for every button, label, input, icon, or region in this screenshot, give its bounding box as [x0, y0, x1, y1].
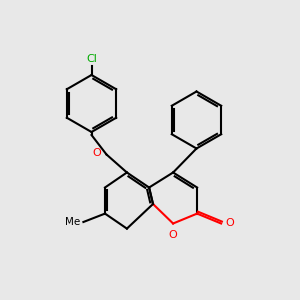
Text: O: O	[226, 218, 234, 229]
Text: O: O	[92, 148, 101, 158]
Text: Cl: Cl	[86, 55, 97, 64]
Text: Me: Me	[64, 217, 80, 227]
Text: O: O	[169, 230, 178, 240]
